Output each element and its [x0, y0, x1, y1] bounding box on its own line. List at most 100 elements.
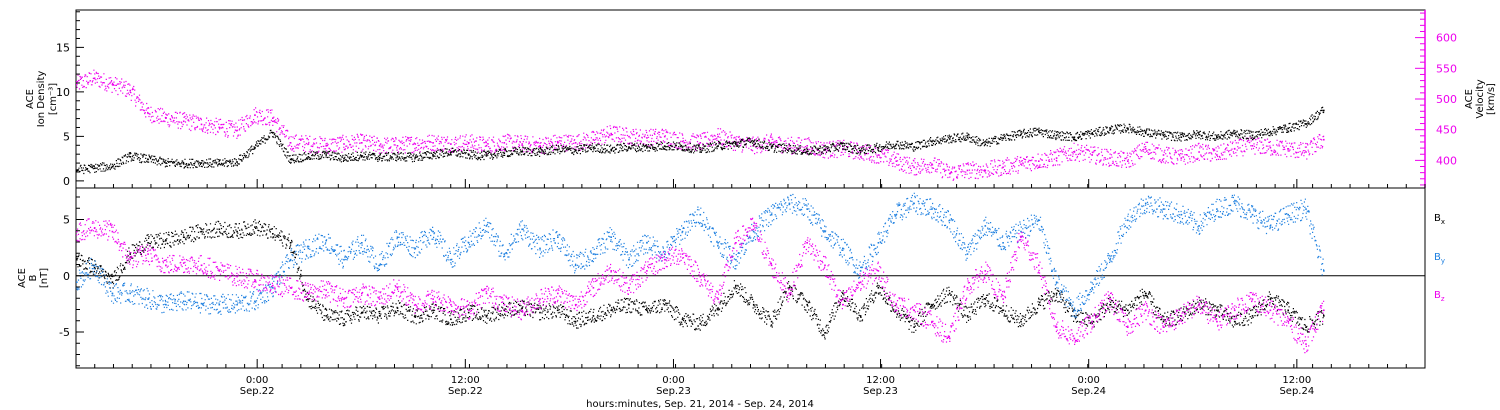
- velocity-point: [272, 117, 274, 119]
- top-left-axis: 0 5 10 15: [56, 11, 84, 188]
- by-point: [574, 264, 577, 267]
- bz-series: [76, 217, 1325, 354]
- bx-point: [147, 242, 149, 244]
- velocity-point: [1002, 166, 1004, 169]
- top-left-tick-label: 0: [63, 175, 70, 188]
- density-point: [396, 156, 399, 158]
- density-point: [93, 167, 96, 170]
- by-point: [1144, 202, 1147, 205]
- bz-point: [1127, 326, 1129, 328]
- density-points: [76, 106, 1325, 175]
- top-right-ylabel-line3: [km/s]: [1486, 83, 1497, 115]
- by-point: [1269, 225, 1272, 227]
- bx-point: [450, 318, 452, 321]
- bx-point: [1144, 292, 1147, 295]
- bz-point: [147, 253, 149, 255]
- bx-point: [1109, 303, 1111, 306]
- bz-point: [735, 242, 737, 244]
- by-point: [236, 303, 238, 306]
- bz-points: [76, 217, 1325, 354]
- density-point: [681, 146, 684, 148]
- velocity-point: [1323, 138, 1325, 141]
- bx-point: [93, 266, 96, 269]
- velocity-point: [1216, 154, 1218, 156]
- bz-point: [610, 270, 612, 272]
- by-point: [948, 219, 951, 222]
- by-point: [1002, 242, 1004, 244]
- density-point: [1216, 136, 1218, 138]
- velocity-point: [450, 143, 452, 145]
- bx-point: [1127, 309, 1129, 312]
- density-point: [824, 148, 826, 151]
- x-tick-label-time: 12:00: [451, 375, 480, 386]
- velocity-point: [521, 143, 523, 145]
- velocity-point: [289, 142, 292, 144]
- magnetic-field-panel: -5 0 5 ACE B [nT] Bx By Bz: [17, 187, 1445, 369]
- density-point: [913, 146, 915, 148]
- bottom-left-tick-label: 5: [63, 214, 70, 227]
- bottom-left-axis: -5 0 5: [59, 196, 84, 367]
- top-right-tick-label: 500: [1436, 93, 1457, 106]
- velocity-point: [574, 142, 577, 144]
- bx-point: [111, 281, 114, 283]
- bx-point: [129, 253, 131, 255]
- density-point: [1038, 131, 1040, 133]
- density-point: [111, 165, 114, 168]
- density-point: [1127, 127, 1129, 130]
- bottom-ylabel-line1: ACE: [17, 268, 28, 288]
- by-point: [770, 213, 773, 216]
- bz-point: [1233, 309, 1236, 312]
- bz-point: [913, 309, 915, 312]
- density-point: [948, 138, 951, 140]
- by-series: [76, 192, 1325, 318]
- by-point: [1091, 287, 1093, 289]
- legend-item-bx: Bx: [1434, 213, 1445, 226]
- bz-point: [111, 230, 114, 233]
- bx-point: [806, 303, 808, 306]
- bx-point: [752, 303, 755, 306]
- bottom-left-tick-label: -5: [59, 326, 70, 339]
- velocity-point: [236, 129, 238, 132]
- bx-point: [1269, 298, 1272, 300]
- velocity-point: [200, 123, 203, 126]
- density-point: [182, 163, 185, 165]
- by-point: [557, 236, 559, 238]
- bz-point: [859, 281, 862, 283]
- legend-item-bz: Bz: [1434, 290, 1445, 303]
- bz-point: [752, 225, 755, 227]
- by-point: [307, 247, 310, 250]
- density-point: [895, 143, 898, 146]
- by-point: [699, 213, 702, 216]
- by-point: [824, 230, 826, 233]
- velocity-point: [966, 169, 969, 172]
- bz-point: [895, 303, 898, 306]
- density-point: [966, 136, 969, 138]
- bx-point: [681, 318, 684, 321]
- density-point: [1305, 123, 1307, 125]
- by-point: [1216, 208, 1218, 210]
- bz-point: [485, 292, 488, 295]
- density-point: [1323, 109, 1325, 112]
- bz-point: [1305, 343, 1307, 345]
- by-point: [1198, 225, 1200, 227]
- bz-point: [254, 279, 256, 281]
- bx-point: [913, 326, 915, 328]
- density-point: [1002, 137, 1004, 139]
- bz-point: [948, 337, 951, 340]
- x-tick-label-date: Sep.22: [448, 386, 483, 397]
- velocity-point: [325, 145, 327, 147]
- bx-point: [824, 332, 826, 334]
- bx-point: [842, 292, 844, 295]
- bx-point: [503, 309, 506, 312]
- velocity-point: [361, 142, 363, 144]
- bz-point: [842, 303, 844, 306]
- by-point: [396, 236, 399, 238]
- bz-point: [966, 287, 969, 289]
- by-point: [432, 230, 434, 233]
- bz-point: [1162, 326, 1165, 328]
- bx-point: [218, 228, 221, 231]
- velocity-point: [1162, 154, 1165, 156]
- bz-point: [574, 303, 577, 306]
- velocity-point: [663, 135, 666, 138]
